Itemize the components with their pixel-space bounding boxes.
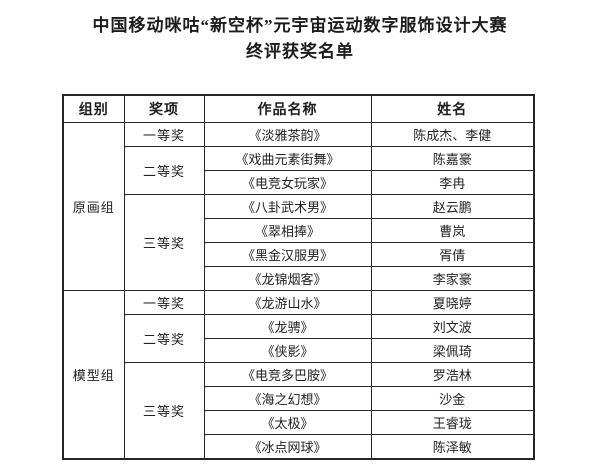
work-title-cell: 《太极》 <box>203 410 372 435</box>
winner-name-cell: 刘文波 <box>370 314 535 339</box>
work-title-cell: 《八卦武术男》 <box>203 194 372 219</box>
winner-name-cell: 李冉 <box>370 170 535 195</box>
work-title-cell: 《戏曲元素街舞》 <box>203 146 372 171</box>
award-cell: 一等奖 <box>123 122 205 147</box>
table-row: 原画组 一等奖 《淡雅茶韵》 陈成杰、李健 <box>62 122 535 291</box>
table-row: 《侠影》 梁佩琦 <box>63 338 535 363</box>
work-title-cell: 《龙骋》 <box>203 314 372 339</box>
award-cell: 二等奖 <box>123 146 205 195</box>
winner-name-cell: 李家豪 <box>370 266 535 291</box>
table-row: 《翠相捧》 曹岚 <box>63 218 535 243</box>
work-title-cell: 《海之幻想》 <box>203 386 372 411</box>
document-title-line1: 中国移动咪咕“新空杯”元宇宙运动数字服饰设计大赛 <box>92 16 508 35</box>
work-title-cell: 《电竞女玩家》 <box>203 170 372 195</box>
work-title-cell: 《黑金汉服男》 <box>203 242 372 267</box>
work-title-cell: 《冰点网球》 <box>203 434 372 460</box>
winner-name-cell: 王睿珑 <box>370 410 535 435</box>
column-header-group: 组别 <box>62 94 125 123</box>
work-title-cell: 《龙锦烟客》 <box>203 266 372 291</box>
document-page: 中国移动咪咕“新空杯”元宇宙运动数字服饰设计大赛 终评获奖名单 组别 奖项 作品… <box>0 13 600 469</box>
winner-name-cell: 赵云鹏 <box>370 194 535 219</box>
table-row: 《黑金汉服男》 胥倩 <box>63 242 535 267</box>
work-title-cell: 《电竞多巴胺》 <box>203 362 372 387</box>
column-header-work: 作品名称 <box>203 94 372 123</box>
table-row: 模型组 一等奖 《龙游山水》 夏晓婷 <box>62 290 535 460</box>
winner-name-cell: 陈成杰、李健 <box>370 122 535 147</box>
winner-name-cell: 胥倩 <box>370 242 535 267</box>
group-cell: 原画组 <box>62 122 125 291</box>
work-title-cell: 《淡雅茶韵》 <box>203 122 372 147</box>
table-row: 三等奖 《八卦武术男》 赵云鹏 <box>63 194 535 291</box>
winner-name-cell: 曹岚 <box>370 218 535 243</box>
work-title-cell: 《龙游山水》 <box>203 290 372 315</box>
award-cell: 二等奖 <box>123 314 205 363</box>
table-row: 《冰点网球》 陈泽敏 <box>63 434 535 460</box>
winner-name-cell: 罗浩林 <box>370 362 535 387</box>
table-row: 三等奖 《电竞多巴胺》 罗浩林 <box>63 362 535 460</box>
award-cell: 一等奖 <box>123 290 205 315</box>
award-cell: 三等奖 <box>123 194 205 291</box>
table-row: 《太极》 王睿珑 <box>63 410 535 435</box>
work-title-cell: 《翠相捧》 <box>203 218 372 243</box>
table-row: 《电竞女玩家》 李冉 <box>63 170 535 195</box>
winner-name-cell: 夏晓婷 <box>370 290 535 315</box>
table-row: 二等奖 《戏曲元素街舞》 陈嘉豪 <box>63 146 535 195</box>
document-title-line2: 终评获奖名单 <box>246 42 354 61</box>
award-cell: 三等奖 <box>123 362 205 460</box>
column-header-award: 奖项 <box>123 94 205 123</box>
document-title: 中国移动咪咕“新空杯”元宇宙运动数字服饰设计大赛 终评获奖名单 <box>0 13 600 65</box>
work-title-cell: 《侠影》 <box>203 338 372 363</box>
table-row: 《海之幻想》 沙金 <box>63 386 535 411</box>
table-header-row: 组别 奖项 作品名称 姓名 <box>62 94 535 123</box>
winner-name-cell: 陈泽敏 <box>370 434 535 460</box>
table-row: 二等奖 《龙骋》 刘文波 <box>63 314 535 363</box>
winner-name-cell: 梁佩琦 <box>370 338 535 363</box>
winner-name-cell: 沙金 <box>370 386 535 411</box>
table-row: 《龙锦烟客》 李家豪 <box>63 266 535 291</box>
column-header-name: 姓名 <box>370 94 535 123</box>
group-cell: 模型组 <box>62 290 125 460</box>
winner-name-cell: 陈嘉豪 <box>370 146 535 171</box>
awards-table: 组别 奖项 作品名称 姓名 原画组 一等奖 《淡雅茶韵》 陈成杰、李健 二等奖 《戏曲元素… <box>62 94 535 460</box>
